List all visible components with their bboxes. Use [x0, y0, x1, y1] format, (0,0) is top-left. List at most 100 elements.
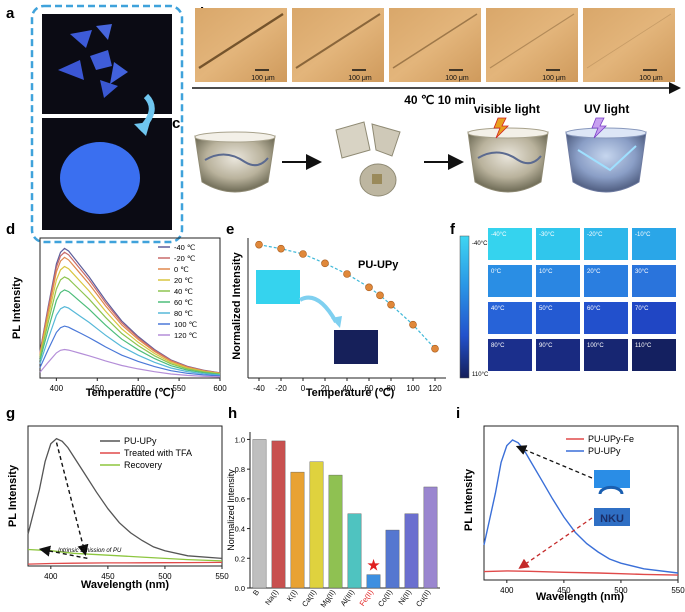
tile-label: 0°C: [491, 269, 502, 275]
transition-arrowhead: [331, 316, 342, 328]
y-axis-label: PL Intensity: [7, 464, 19, 527]
bar: [385, 529, 400, 589]
colorbar-bottom-label: 110°C: [472, 372, 489, 378]
legend-label: PU-UPy-Fe: [588, 434, 634, 444]
scale-label: 100 μm: [251, 75, 275, 82]
tile-label: 80°C: [491, 343, 505, 349]
plot-frame-i: [483, 425, 679, 581]
temperature-tile: [632, 302, 676, 334]
temperature-tile: [536, 265, 580, 297]
pu-upy-fe-pointer: [518, 517, 593, 569]
healed-film: [60, 142, 140, 214]
y-tick-label: 0.8: [235, 465, 245, 474]
x-tick-label: 100: [406, 384, 420, 393]
cycle-arrow-icon: [598, 485, 624, 495]
legend-label: 0 ℃: [174, 265, 189, 274]
chart-i: 400 450 500 550 PU-UPy-Fe PU-UPy NKU Wavelength…: [463, 425, 685, 603]
temperature-tile: [488, 228, 532, 260]
tile-label: 90°C: [539, 343, 553, 349]
y-tick-label: 0.0: [235, 584, 245, 593]
cup-intact: [194, 131, 276, 193]
x-tick-label: 450: [557, 586, 571, 595]
series-line: [27, 561, 223, 565]
x-tick-label: 120: [428, 384, 442, 393]
data-point: [365, 283, 373, 292]
tile-label: -10°C: [635, 232, 651, 238]
legend-label: 40 ℃: [174, 287, 193, 296]
x-tick-label: 20: [321, 384, 330, 393]
nku-text: NKU: [600, 513, 624, 525]
scratch-line: [586, 13, 672, 69]
x-tick-label: 400: [44, 572, 58, 581]
tile-label: -30°C: [539, 232, 555, 238]
x-tick-label: 400: [500, 586, 514, 595]
series-line: [39, 247, 221, 374]
bar: [328, 474, 343, 589]
legend-label: PU-UPy: [588, 446, 621, 456]
temperature-tile: [536, 228, 580, 260]
tile-label: 40°C: [491, 306, 505, 312]
fragments: [58, 24, 128, 98]
plot-frame-d: [39, 237, 221, 379]
x-tick-label: 450: [101, 572, 115, 581]
x-tick-label: -20: [275, 384, 287, 393]
cup-broken: [335, 121, 401, 197]
y-tick-label: 0.2: [235, 554, 245, 563]
legend-label: Treated with TFA: [124, 448, 192, 458]
x-tick-label: 500: [158, 572, 172, 581]
bar: [404, 513, 419, 589]
scratch-line: [198, 12, 284, 70]
visible-light-label: visible light: [474, 102, 540, 116]
legend-label: 100 ℃: [174, 320, 198, 329]
series-line: [27, 437, 223, 560]
temperature-tile: [488, 339, 532, 371]
x-tick-label: 450: [91, 384, 105, 393]
panel-letter-c: c: [172, 115, 180, 132]
legend-label: PU-UPy: [124, 436, 157, 446]
bar: [271, 440, 286, 589]
temperature-tile: [488, 302, 532, 334]
temperature-tile: [536, 302, 580, 334]
data-point: [409, 320, 417, 329]
temperature-tile: [632, 265, 676, 297]
panel-letter-d: d: [6, 221, 15, 238]
x-tick-label: 550: [215, 572, 229, 581]
y-axis-label: Normalized Intensity: [231, 251, 243, 359]
x-tick-label: Co(II): [376, 588, 394, 609]
lightning-icon: [493, 117, 509, 139]
data-point: [299, 250, 307, 258]
scratch-line: [392, 13, 478, 69]
x-tick-label: -40: [253, 384, 265, 393]
series-line: [483, 570, 679, 576]
temperature-tile: [584, 228, 628, 260]
x-tick-label: Cu(II): [414, 588, 432, 609]
panel-letter-i: i: [456, 405, 460, 422]
panel-letter-f: f: [450, 221, 456, 238]
x-tick-label: 500: [614, 586, 628, 595]
chart-title: PU-UPy: [358, 259, 399, 271]
data-point: [431, 344, 439, 353]
tile-label: 110°C: [635, 343, 652, 349]
annotation: Intrinsic Emission of PU: [58, 548, 122, 554]
micrograph-5: [583, 8, 675, 82]
x-tick-label: 400: [50, 384, 64, 393]
x-axis-label: Temperature (℃): [306, 387, 395, 399]
uv-lightning-icon: [591, 117, 607, 139]
panel-f-grid: -40°C 110°C -40°C -30°C -20°C -10°C 0°C 10°C 20°…: [459, 228, 676, 379]
chart-h: 0.0 0.2 0.4 0.6 0.8 1.0 B Na(I) K(I) Ca(II) Mg(II)…: [226, 432, 440, 609]
temperature-tile: [536, 339, 580, 371]
colorbar: [459, 235, 470, 379]
pu-upy-film-swatch: [594, 470, 630, 488]
x-tick-label: Na(I): [263, 588, 280, 607]
temperature-tile: [488, 265, 532, 297]
tile-label: 60°C: [587, 306, 601, 312]
legend-label: 120 ℃: [174, 331, 198, 340]
legend-label: 60 ℃: [174, 298, 193, 307]
tile-label: -40°C: [491, 232, 507, 238]
transition-arrow: [299, 295, 338, 323]
legend-label: 80 ℃: [174, 309, 193, 318]
x-tick-label: Mg(II): [319, 588, 338, 610]
healing-condition: 40 ℃ 10 min: [404, 93, 476, 107]
tile-label: 70°C: [635, 306, 649, 312]
